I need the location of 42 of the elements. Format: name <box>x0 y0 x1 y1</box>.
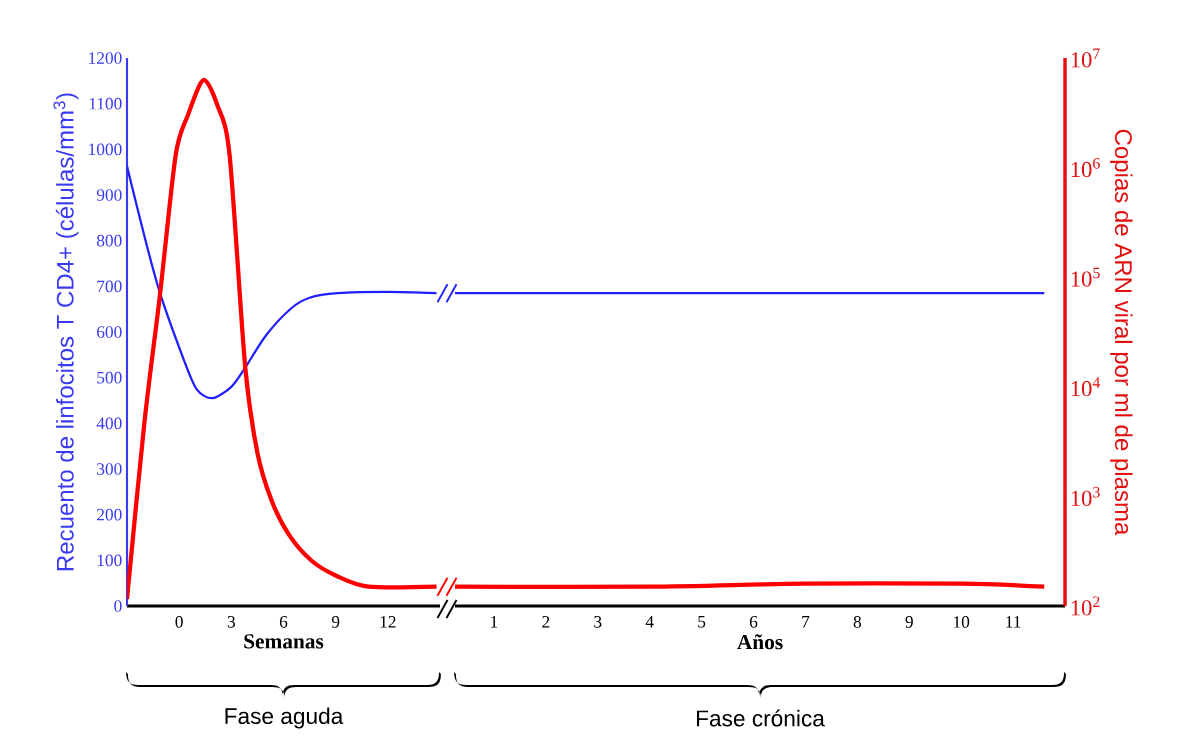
y2-tick-label: 10$^{4}$ <box>1071 377 1101 397</box>
x-tick-label: 7 <box>802 616 810 628</box>
y-tick-label: 300 <box>97 463 122 475</box>
x-tick-label: 9 <box>905 616 913 628</box>
x-tick-label: 3 <box>594 616 602 628</box>
x-tick-label: 2 <box>542 616 550 628</box>
x-tick-label: 4 <box>645 616 654 628</box>
y-tick-label: 600 <box>97 326 122 338</box>
y-tick-label: 200 <box>97 508 122 521</box>
x-tick-label: 11 <box>1006 616 1021 628</box>
y-tick-label: 1000 <box>89 143 122 156</box>
y-tick-label: 1200 <box>89 52 122 64</box>
y-tick-label: 500 <box>97 371 122 384</box>
x-tick-label: 6 <box>279 616 288 628</box>
x-tick-label: 9 <box>331 616 340 628</box>
y2-tick-label: 10$^{6}$ <box>1071 158 1100 178</box>
y2-tick-label: 10$^{5}$ <box>1071 267 1100 287</box>
x-tick-label: 0 <box>175 616 183 628</box>
x-tick-label: 5 <box>698 616 706 628</box>
y2-tick-label: 10$^{7}$ <box>1071 48 1100 68</box>
text: Fase crónica <box>696 709 825 727</box>
x-tick-label: 8 <box>853 616 862 628</box>
y2-tick-label: 10$^{3}$ <box>1071 486 1100 506</box>
x-tick-label: 1 <box>491 616 498 628</box>
x-tick-label: 6 <box>749 616 758 628</box>
y2-axis-title: Copias de ARN viral por ml de plasma <box>1110 129 1133 536</box>
x-axis-title: Semanas <box>244 634 324 649</box>
y-tick-label: 400 <box>96 417 122 430</box>
y-tick-label: 1100 <box>89 97 122 110</box>
y-tick-label: 0 <box>114 600 122 612</box>
y-tick-label: 100 <box>97 554 122 567</box>
line-series <box>127 165 438 400</box>
y-axis-title: Recuento de linfocitos T CD4+ (células/mm$^{3}$) <box>53 93 79 571</box>
text: Fase aguda <box>225 707 344 729</box>
y-tick-label: 900 <box>96 189 122 201</box>
x-tick-label: 3 <box>227 616 235 628</box>
y-tick-label: 800 <box>96 234 122 247</box>
y2-tick-label: 10$^{2}$ <box>1071 596 1100 616</box>
x-tick-label: 12 <box>380 616 396 628</box>
x-axis-title: Años <box>737 634 783 650</box>
y-tick-label: 700 <box>97 280 122 293</box>
x-tick-label: 10 <box>954 616 970 628</box>
